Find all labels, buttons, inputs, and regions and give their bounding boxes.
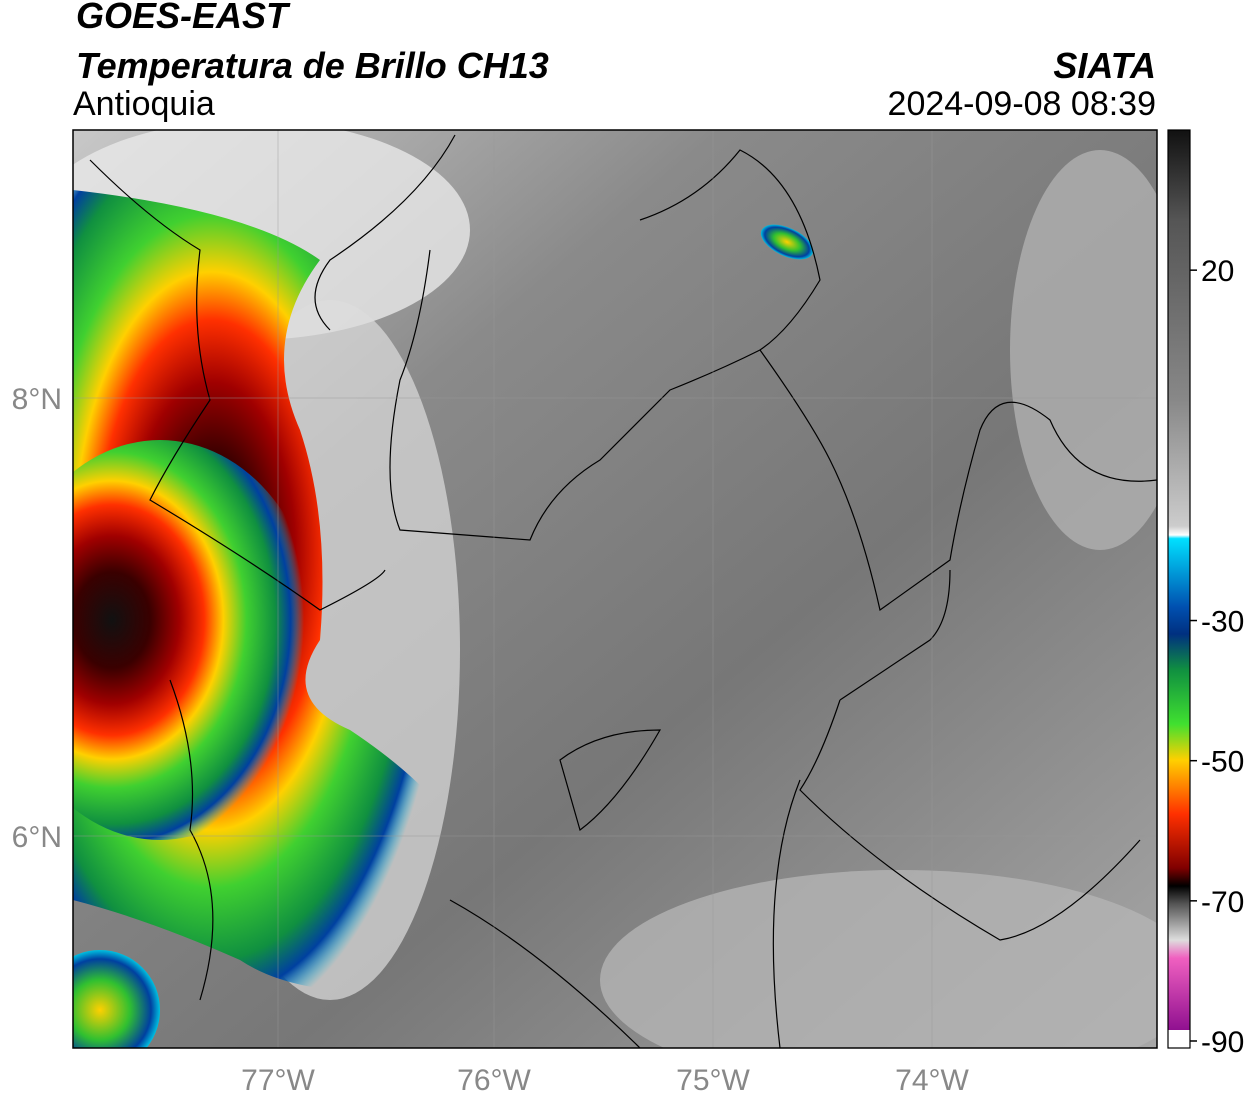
lon-label: 76°W [457, 1064, 531, 1097]
map-image [73, 130, 1157, 1048]
source: SIATA [1053, 45, 1156, 86]
title: GOES-EAST [76, 0, 291, 36]
lon-label: 77°W [241, 1064, 315, 1097]
subtitle: Temperatura de Brillo CH13 [76, 45, 549, 86]
region: Antioquia [73, 85, 215, 123]
lat-label: 8°N [12, 383, 62, 416]
colorbar-tick-label: -70 [1201, 886, 1244, 919]
colorbar [1168, 130, 1190, 1030]
colorbar-frame [1167, 129, 1191, 1049]
lon-label: 74°W [895, 1064, 969, 1097]
datetime: 2024-09-08 08:39 [888, 85, 1156, 123]
map-frame [72, 129, 1158, 1049]
colorbar-tick-label: 20 [1201, 255, 1234, 288]
colorbar-tick-label: -90 [1201, 1026, 1244, 1059]
lon-label: 75°W [676, 1064, 750, 1097]
lat-label: 6°N [12, 821, 62, 854]
colorbar-tick-label: -30 [1201, 606, 1244, 639]
colorbar-tick-label: -50 [1201, 746, 1244, 779]
